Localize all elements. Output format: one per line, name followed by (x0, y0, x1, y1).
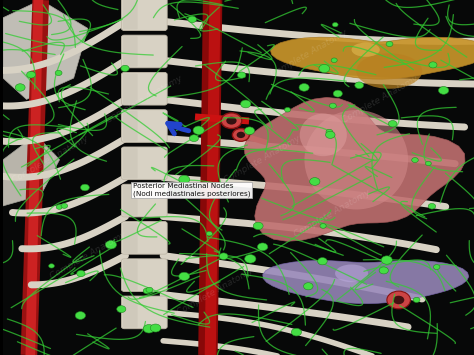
Circle shape (143, 288, 151, 294)
Polygon shape (271, 37, 474, 79)
FancyBboxPatch shape (121, 0, 167, 31)
Circle shape (333, 90, 342, 97)
FancyBboxPatch shape (121, 110, 167, 142)
Circle shape (188, 16, 197, 23)
FancyBboxPatch shape (123, 297, 138, 328)
Circle shape (150, 324, 161, 332)
Circle shape (379, 267, 388, 274)
Circle shape (319, 65, 330, 73)
Circle shape (81, 184, 89, 191)
Circle shape (438, 87, 449, 94)
Circle shape (387, 291, 410, 309)
Circle shape (193, 126, 204, 135)
FancyBboxPatch shape (121, 184, 167, 217)
FancyBboxPatch shape (123, 73, 138, 104)
Ellipse shape (335, 264, 368, 282)
Text: Posterior Mediastinal Nodes
(Nodi mediastinales posteriores): Posterior Mediastinal Nodes (Nodi medias… (133, 183, 250, 197)
Ellipse shape (352, 43, 380, 57)
FancyBboxPatch shape (121, 296, 167, 329)
Circle shape (253, 222, 263, 230)
Text: Complete Anatomy: Complete Anatomy (48, 230, 128, 281)
Circle shape (245, 127, 255, 135)
Circle shape (393, 296, 404, 304)
Circle shape (237, 132, 245, 138)
Circle shape (179, 175, 190, 184)
Circle shape (386, 42, 393, 47)
Circle shape (329, 103, 337, 108)
FancyBboxPatch shape (123, 148, 138, 179)
Circle shape (413, 297, 420, 302)
FancyBboxPatch shape (121, 259, 167, 291)
Circle shape (221, 113, 242, 129)
Circle shape (77, 271, 85, 277)
Circle shape (284, 108, 291, 112)
Circle shape (257, 243, 268, 251)
Polygon shape (244, 97, 465, 241)
Ellipse shape (356, 53, 422, 89)
Circle shape (49, 264, 55, 268)
FancyBboxPatch shape (121, 35, 167, 68)
Circle shape (146, 287, 153, 293)
Circle shape (292, 328, 301, 336)
Circle shape (318, 258, 327, 265)
Circle shape (326, 129, 333, 135)
Polygon shape (263, 261, 469, 304)
Circle shape (15, 84, 25, 91)
Circle shape (143, 324, 155, 333)
Text: Complete Anatomy: Complete Anatomy (293, 187, 373, 239)
Polygon shape (3, 135, 60, 206)
Circle shape (237, 72, 246, 78)
Text: Complete Anatomy: Complete Anatomy (222, 134, 302, 185)
Circle shape (56, 204, 63, 209)
FancyBboxPatch shape (121, 72, 167, 105)
Ellipse shape (304, 110, 408, 209)
Circle shape (121, 65, 129, 71)
FancyBboxPatch shape (123, 260, 138, 290)
Text: Complete Anatomy: Complete Anatomy (105, 74, 184, 125)
FancyBboxPatch shape (123, 223, 138, 253)
Circle shape (61, 203, 68, 208)
Text: Complete Anatomy: Complete Anatomy (269, 28, 349, 79)
Text: Complete Anatomy: Complete Anatomy (340, 74, 419, 125)
Circle shape (75, 312, 85, 320)
Circle shape (381, 256, 392, 264)
Circle shape (179, 272, 190, 280)
Circle shape (241, 100, 251, 108)
FancyBboxPatch shape (121, 222, 167, 254)
FancyBboxPatch shape (123, 36, 138, 67)
Circle shape (412, 158, 418, 163)
Text: Complete Anatomy: Complete Anatomy (175, 266, 255, 317)
FancyBboxPatch shape (121, 147, 167, 180)
FancyBboxPatch shape (123, 0, 138, 29)
Circle shape (303, 283, 313, 290)
Circle shape (332, 22, 338, 27)
Circle shape (117, 306, 126, 312)
Circle shape (429, 62, 437, 68)
Circle shape (219, 253, 228, 260)
Text: Complete Anatomy: Complete Anatomy (10, 134, 90, 185)
Circle shape (388, 120, 397, 127)
Circle shape (326, 131, 335, 138)
Circle shape (320, 224, 326, 228)
Polygon shape (3, 0, 88, 99)
FancyBboxPatch shape (123, 111, 138, 141)
Circle shape (426, 161, 431, 166)
Ellipse shape (300, 114, 347, 156)
Circle shape (299, 83, 309, 91)
Circle shape (105, 241, 117, 249)
Circle shape (55, 70, 62, 76)
Circle shape (206, 231, 212, 236)
FancyBboxPatch shape (123, 185, 138, 216)
Circle shape (355, 82, 364, 88)
Circle shape (232, 129, 249, 141)
Circle shape (310, 178, 320, 185)
Circle shape (433, 264, 440, 269)
Circle shape (428, 203, 436, 209)
Circle shape (27, 71, 36, 78)
Circle shape (245, 255, 256, 263)
Circle shape (331, 58, 337, 62)
Circle shape (190, 135, 199, 142)
Circle shape (226, 117, 237, 125)
